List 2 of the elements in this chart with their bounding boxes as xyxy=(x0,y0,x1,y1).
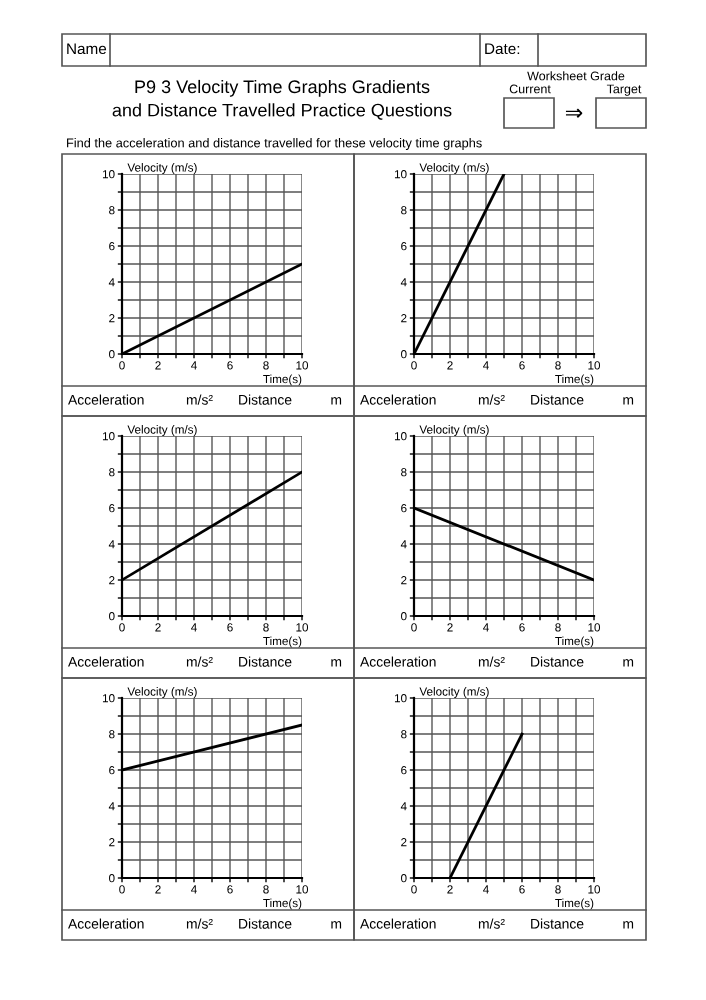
text: ⇒ xyxy=(565,108,583,118)
text: P9 3 Velocity Time Graphs Gradients and Distance Travelled Practice Questions xyxy=(112,79,452,120)
